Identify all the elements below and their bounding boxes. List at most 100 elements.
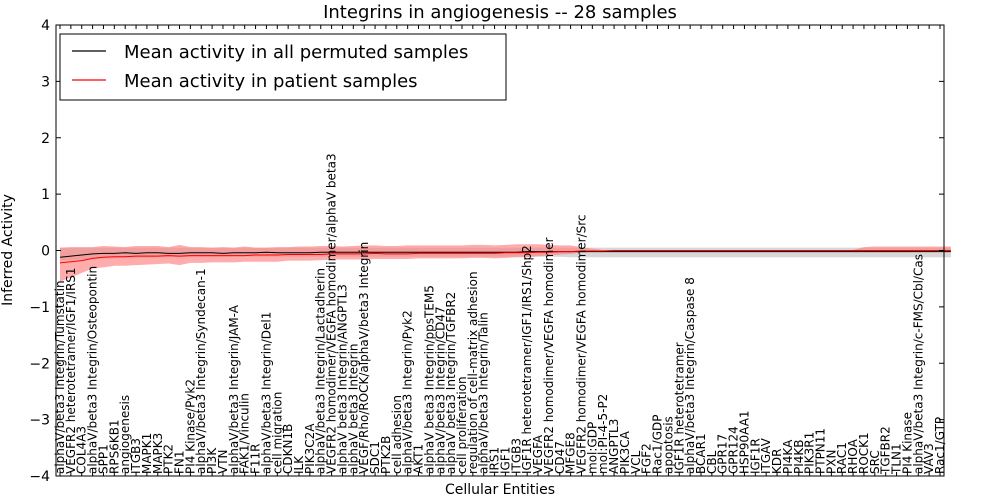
patient-band — [60, 244, 951, 282]
x-tick-label: alphaV/beta3 Integrin/Pyk2 — [401, 310, 415, 474]
x-tick-label: VEGF/Rho/ROCK/alphaV/beta3 Integrin — [357, 242, 371, 474]
x-tick-label: CDKN1B — [281, 424, 295, 474]
x-tick-label: TGFBR2 — [879, 426, 893, 475]
x-tick-label: ILK — [292, 455, 306, 474]
x-tick-label: MAPK3 — [151, 433, 165, 474]
x-tick-label: alphaV beta3 Integrin/ANGPTL3 — [335, 284, 349, 474]
y-tick-label: 4 — [41, 18, 50, 34]
x-tick-label: VEGFR2 homodimer/VEGFA homodimer/Src — [574, 214, 588, 474]
x-tick-label: PI4 Kinase — [900, 412, 914, 474]
x-tick-label: IGF1R heterotetramer/IGF1/IRS1/Shp2 — [520, 245, 534, 474]
x-tick-label: PI3K — [205, 447, 219, 474]
x-tick-label: RPS6KB1 — [107, 419, 121, 474]
x-tick-label: COL4A3 — [75, 426, 89, 474]
x-tick-label: PI4 Kinase/Pyk2 — [183, 379, 197, 474]
x-tick-label: BCAR1 — [694, 433, 708, 474]
x-tick-label: CBL — [705, 450, 719, 474]
permuted-mean-line — [59, 251, 951, 258]
x-tick-label: ITGAV — [759, 437, 773, 474]
x-tick-label: alphaV/beta3 Integrin/Del1 — [259, 312, 273, 474]
legend: Mean activity in all permuted samples Me… — [59, 33, 507, 101]
x-tick-label: alphaV/beta3 Integrin/Caspase 8 — [683, 277, 697, 474]
x-tick-label: GPR124 — [727, 426, 741, 474]
x-tick-label: MAPK1 — [140, 433, 154, 474]
x-tick-label: ITGB3 — [129, 438, 143, 474]
x-tick-label: alphaV/beta3 Integrin/c-FMS/Cbl/Cas — [911, 254, 925, 474]
x-tick-label: PI4KA — [781, 439, 795, 474]
y-tick-label: −4 — [29, 469, 50, 485]
x-tick-label: alphaV beta3 Integrin/TGFBR2 — [444, 292, 458, 474]
x-tick-label: FGF2 — [640, 443, 654, 474]
x-tick-label: RAC1 — [835, 442, 849, 474]
x-tick-label: GPR17 — [716, 434, 730, 474]
patient-mean-line — [59, 250, 951, 264]
y-tick-label: −1 — [29, 300, 50, 316]
x-tick-label: RHOA — [846, 438, 860, 474]
x-tick-label: VEGFA — [531, 434, 545, 474]
x-tick-label: PTK2 — [162, 444, 176, 474]
legend-label-patient: Mean activity in patient samples — [124, 71, 418, 92]
x-tick-label: HSP90AA1 — [737, 410, 751, 474]
x-tick-label: alphaV beta3 Integrin/ppsTEM5 — [422, 285, 436, 474]
x-tick-label: KDR — [770, 449, 784, 474]
x-tick-label: alphaV/beta3 Integrin/Talin — [477, 312, 491, 474]
x-tick-label: cell proliferation — [455, 376, 469, 474]
x-axis-label: Cellular Entities — [445, 482, 555, 498]
x-tick-label: PIK3C2A — [303, 423, 317, 474]
x-tick-label: IGF1R — [748, 438, 762, 474]
x-tick-label: mol:PI-4-5-P2 — [596, 394, 610, 474]
x-tick-label: ANGPTL3 — [607, 419, 621, 474]
x-tick-label: ITGB3 — [509, 438, 523, 474]
x-tick-label: PIK3CA — [618, 430, 632, 474]
x-tick-label: apoptosis — [661, 416, 675, 474]
x-tick-label: alphaV/beta3 Integrin/JAM-A — [227, 304, 241, 474]
x-tick-label: alphaV/beta3 Integrin/Osteopontin — [86, 266, 100, 474]
legend-label-permuted: Mean activity in all permuted samples — [124, 42, 468, 63]
x-tick-label: FAK1/Vinculin — [238, 393, 252, 474]
x-tick-label: Rac1/GDP — [651, 415, 665, 474]
x-tick-label: SDC1 — [368, 441, 382, 474]
legend-box — [59, 33, 507, 101]
x-tick-label: MFGE8 — [564, 432, 578, 474]
y-tick-label: −3 — [29, 413, 50, 429]
x-tick-label: VAV3 — [922, 443, 936, 474]
x-tick-label: PTPN11 — [813, 428, 827, 474]
x-tick-label: VCL — [629, 450, 643, 474]
x-tick-label: VEGFR2 heterotetramer/IGF1/IRS1 — [64, 267, 78, 474]
x-tick-label: AKT1 — [412, 444, 426, 474]
x-tick-label: PTK2B — [379, 436, 393, 474]
x-tick-label: IGF1 — [498, 447, 512, 474]
x-tick-label: CD47 — [553, 441, 567, 474]
y-tick-label: 2 — [41, 131, 50, 147]
x-tick-label: cell adhesion — [390, 395, 404, 474]
x-tick-label: alphaV/beta3 Integrin/Syndecan-1 — [194, 268, 208, 474]
series-lines — [59, 250, 951, 264]
x-tick-label: PIK3R1 — [803, 432, 817, 474]
x-tick-label: IGF1R heterotetramer — [672, 342, 686, 474]
y-tick-label: 0 — [41, 244, 50, 260]
x-tick-label: alphaV/beta3 Integrin/CD47 — [433, 306, 447, 474]
x-tick-label: TLN1 — [890, 443, 904, 475]
y-ticks: −4 −3 −2 −1 0 1 2 3 4 — [29, 18, 944, 485]
plot-frame — [55, 24, 945, 477]
x-tick-label: ROCK1 — [857, 432, 871, 474]
x-tick-label: FN1 — [173, 450, 187, 474]
x-tick-label: mol:GDP — [585, 422, 599, 474]
x-tick-label: alphaV/beta3 Integrin/Lactadherin — [314, 268, 328, 474]
x-tick-label: regulation of cell-matrix adhesion — [466, 271, 480, 474]
x-tick-label: PXN — [824, 450, 838, 474]
y-tick-label: −2 — [29, 356, 50, 372]
x-tick-label: SPP1 — [96, 444, 110, 474]
x-tick-label: VTN — [216, 449, 230, 474]
x-tick-label: alphaV beta3 Integrin — [346, 343, 360, 474]
x-tick-label: PI4KB — [792, 439, 806, 474]
y-axis-label: Inferred Activity — [0, 194, 16, 306]
x-tick-label: SRC — [868, 450, 882, 474]
y-tick-label: 1 — [41, 187, 50, 203]
x-tick-label: IRS1 — [488, 447, 502, 474]
x-tick-label: cell migration — [270, 392, 284, 474]
y-tick-label: 3 — [41, 74, 50, 90]
x-tick-label: VEGFR2 homodimer/VEGFA homodimer — [542, 237, 556, 474]
